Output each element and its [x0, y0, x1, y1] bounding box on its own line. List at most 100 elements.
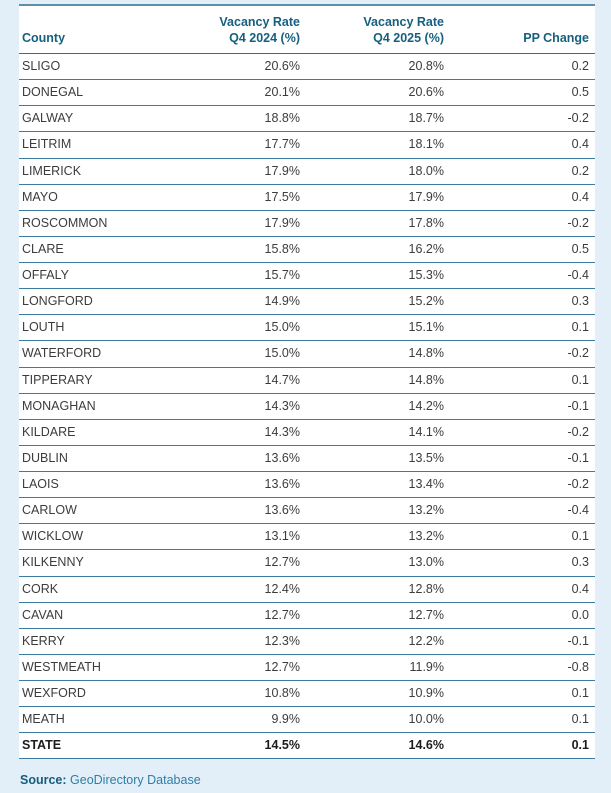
rate-2024-cell: 12.7% — [159, 602, 306, 629]
rate-2025-cell: 15.2% — [306, 288, 450, 316]
pp-change-cell: -0.8 — [450, 654, 595, 682]
county-cell: SLIGO — [19, 53, 159, 81]
pp-change-cell: 0.1 — [450, 314, 595, 342]
county-cell: WEXFORD — [19, 680, 159, 708]
rate-2025-cell: 16.2% — [306, 236, 450, 264]
county-cell: LEITRIM — [19, 131, 159, 159]
table-row: DONEGAL 20.1% 20.6% 0.5 — [19, 79, 595, 107]
rate-2025-cell: 14.8% — [306, 340, 450, 368]
pp-change-cell: -0.2 — [450, 471, 595, 499]
county-cell: WATERFORD — [19, 340, 159, 368]
rate-2024-cell: 18.8% — [159, 105, 306, 133]
pp-change-cell: 0.5 — [450, 79, 595, 107]
table-row: DUBLIN 13.6% 13.5% -0.1 — [19, 445, 595, 473]
pp-change-cell: 0.2 — [450, 53, 595, 81]
county-cell: LIMERICK — [19, 158, 159, 185]
pp-change-cell: -0.1 — [450, 393, 595, 420]
rate-2025-cell: 17.8% — [306, 210, 450, 237]
county-cell: ROSCOMMON — [19, 210, 159, 237]
rate-2025-cell: 10.9% — [306, 680, 450, 708]
pp-change-cell: -0.4 — [450, 262, 595, 290]
rate-2024-cell: 20.6% — [159, 53, 306, 81]
rate-2025-cell: 20.8% — [306, 53, 450, 81]
table-header-q4-2024: Vacancy Rate Q4 2024 (%) — [159, 5, 306, 54]
rate-2025-cell: 12.7% — [306, 602, 450, 629]
rate-2024-cell: 17.9% — [159, 210, 306, 237]
table-row: KILKENNY 12.7% 13.0% 0.3 — [19, 549, 595, 577]
pp-change-cell: -0.2 — [450, 340, 595, 368]
county-cell: KERRY — [19, 628, 159, 655]
rate-2025-cell: 18.0% — [306, 158, 450, 185]
table-row: MEATH 9.9% 10.0% 0.1 — [19, 706, 595, 734]
vacancy-table-container: County Vacancy Rate Q4 2024 (%) Vacancy … — [19, 4, 595, 787]
pp-change-cell: 0.5 — [450, 236, 595, 264]
source-label: Source: — [20, 773, 67, 788]
pp-change-cell: -0.2 — [450, 105, 595, 133]
table-row: CAVAN 12.7% 12.7% 0.0 — [19, 602, 595, 629]
table-row: CORK 12.4% 12.8% 0.4 — [19, 576, 595, 603]
table-row: LAOIS 13.6% 13.4% -0.2 — [19, 471, 595, 499]
rate-2024-cell: 14.5% — [159, 732, 306, 760]
pp-change-cell: -0.4 — [450, 497, 595, 525]
rate-2025-cell: 12.8% — [306, 576, 450, 603]
rate-2025-cell: 11.9% — [306, 654, 450, 682]
table-row: KERRY 12.3% 12.2% -0.1 — [19, 628, 595, 655]
rate-2024-cell: 12.7% — [159, 549, 306, 577]
rate-2025-cell: 15.3% — [306, 262, 450, 290]
county-cell: MONAGHAN — [19, 393, 159, 420]
rate-2024-cell: 15.0% — [159, 340, 306, 368]
county-cell: KILDARE — [19, 419, 159, 446]
pp-change-cell: 0.2 — [450, 158, 595, 185]
table-header-pp-change: PP Change — [450, 5, 595, 54]
source-link[interactable]: GeoDirectory Database — [70, 773, 201, 788]
table-row: OFFALY 15.7% 15.3% -0.4 — [19, 262, 595, 290]
rate-2024-cell: 15.0% — [159, 314, 306, 342]
rate-2024-cell: 15.8% — [159, 236, 306, 264]
county-cell: LAOIS — [19, 471, 159, 499]
table-row: CARLOW 13.6% 13.2% -0.4 — [19, 497, 595, 525]
pp-change-cell: 0.1 — [450, 367, 595, 394]
pp-change-cell: -0.1 — [450, 445, 595, 473]
table-row: WEXFORD 10.8% 10.9% 0.1 — [19, 680, 595, 708]
rate-2025-cell: 18.1% — [306, 131, 450, 159]
rate-2025-cell: 10.0% — [306, 706, 450, 734]
county-cell: CAVAN — [19, 602, 159, 629]
pp-change-cell: 0.3 — [450, 288, 595, 316]
table-row: LEITRIM 17.7% 18.1% 0.4 — [19, 131, 595, 159]
rate-2024-cell: 17.7% — [159, 131, 306, 159]
rate-2025-cell: 14.6% — [306, 732, 450, 760]
header-pp-change-label: PP Change — [523, 31, 589, 45]
rate-2025-cell: 17.9% — [306, 184, 450, 211]
rate-2025-cell: 13.4% — [306, 471, 450, 499]
rate-2024-cell: 14.9% — [159, 288, 306, 316]
county-cell: TIPPERARY — [19, 367, 159, 394]
table-header-row: County Vacancy Rate Q4 2024 (%) Vacancy … — [19, 5, 595, 54]
table-row: MAYO 17.5% 17.9% 0.4 — [19, 184, 595, 211]
header-county-label: County — [22, 31, 66, 45]
table-row: WESTMEATH 12.7% 11.9% -0.8 — [19, 654, 595, 682]
table-row: ROSCOMMON 17.9% 17.8% -0.2 — [19, 210, 595, 237]
pp-change-cell: 0.4 — [450, 131, 595, 159]
rate-2025-cell: 14.1% — [306, 419, 450, 446]
table-row: LIMERICK 17.9% 18.0% 0.2 — [19, 158, 595, 185]
table-body: SLIGO 20.6% 20.8% 0.2 DONEGAL 20.1% 20.6% 0.5 GA… — [19, 53, 595, 760]
county-cell: LOUTH — [19, 314, 159, 342]
source-note: Source: GeoDirectory Database — [20, 773, 595, 787]
rate-2025-cell: 14.2% — [306, 393, 450, 420]
rate-2024-cell: 12.7% — [159, 654, 306, 682]
pp-change-cell: 0.1 — [450, 680, 595, 708]
pp-change-cell: 0.1 — [450, 523, 595, 551]
table-header-q4-2025: Vacancy Rate Q4 2025 (%) — [306, 5, 450, 54]
county-cell: STATE — [19, 732, 159, 760]
county-cell: WESTMEATH — [19, 654, 159, 682]
table-row: GALWAY 18.8% 18.7% -0.2 — [19, 105, 595, 133]
pp-change-cell: 0.4 — [450, 184, 595, 211]
rate-2024-cell: 13.1% — [159, 523, 306, 551]
pp-change-cell: -0.1 — [450, 628, 595, 655]
county-cell: MEATH — [19, 706, 159, 734]
county-cell: WICKLOW — [19, 523, 159, 551]
pp-change-cell: 0.0 — [450, 602, 595, 629]
rate-2025-cell: 13.0% — [306, 549, 450, 577]
pp-change-cell: 0.4 — [450, 576, 595, 603]
rate-2024-cell: 12.4% — [159, 576, 306, 603]
